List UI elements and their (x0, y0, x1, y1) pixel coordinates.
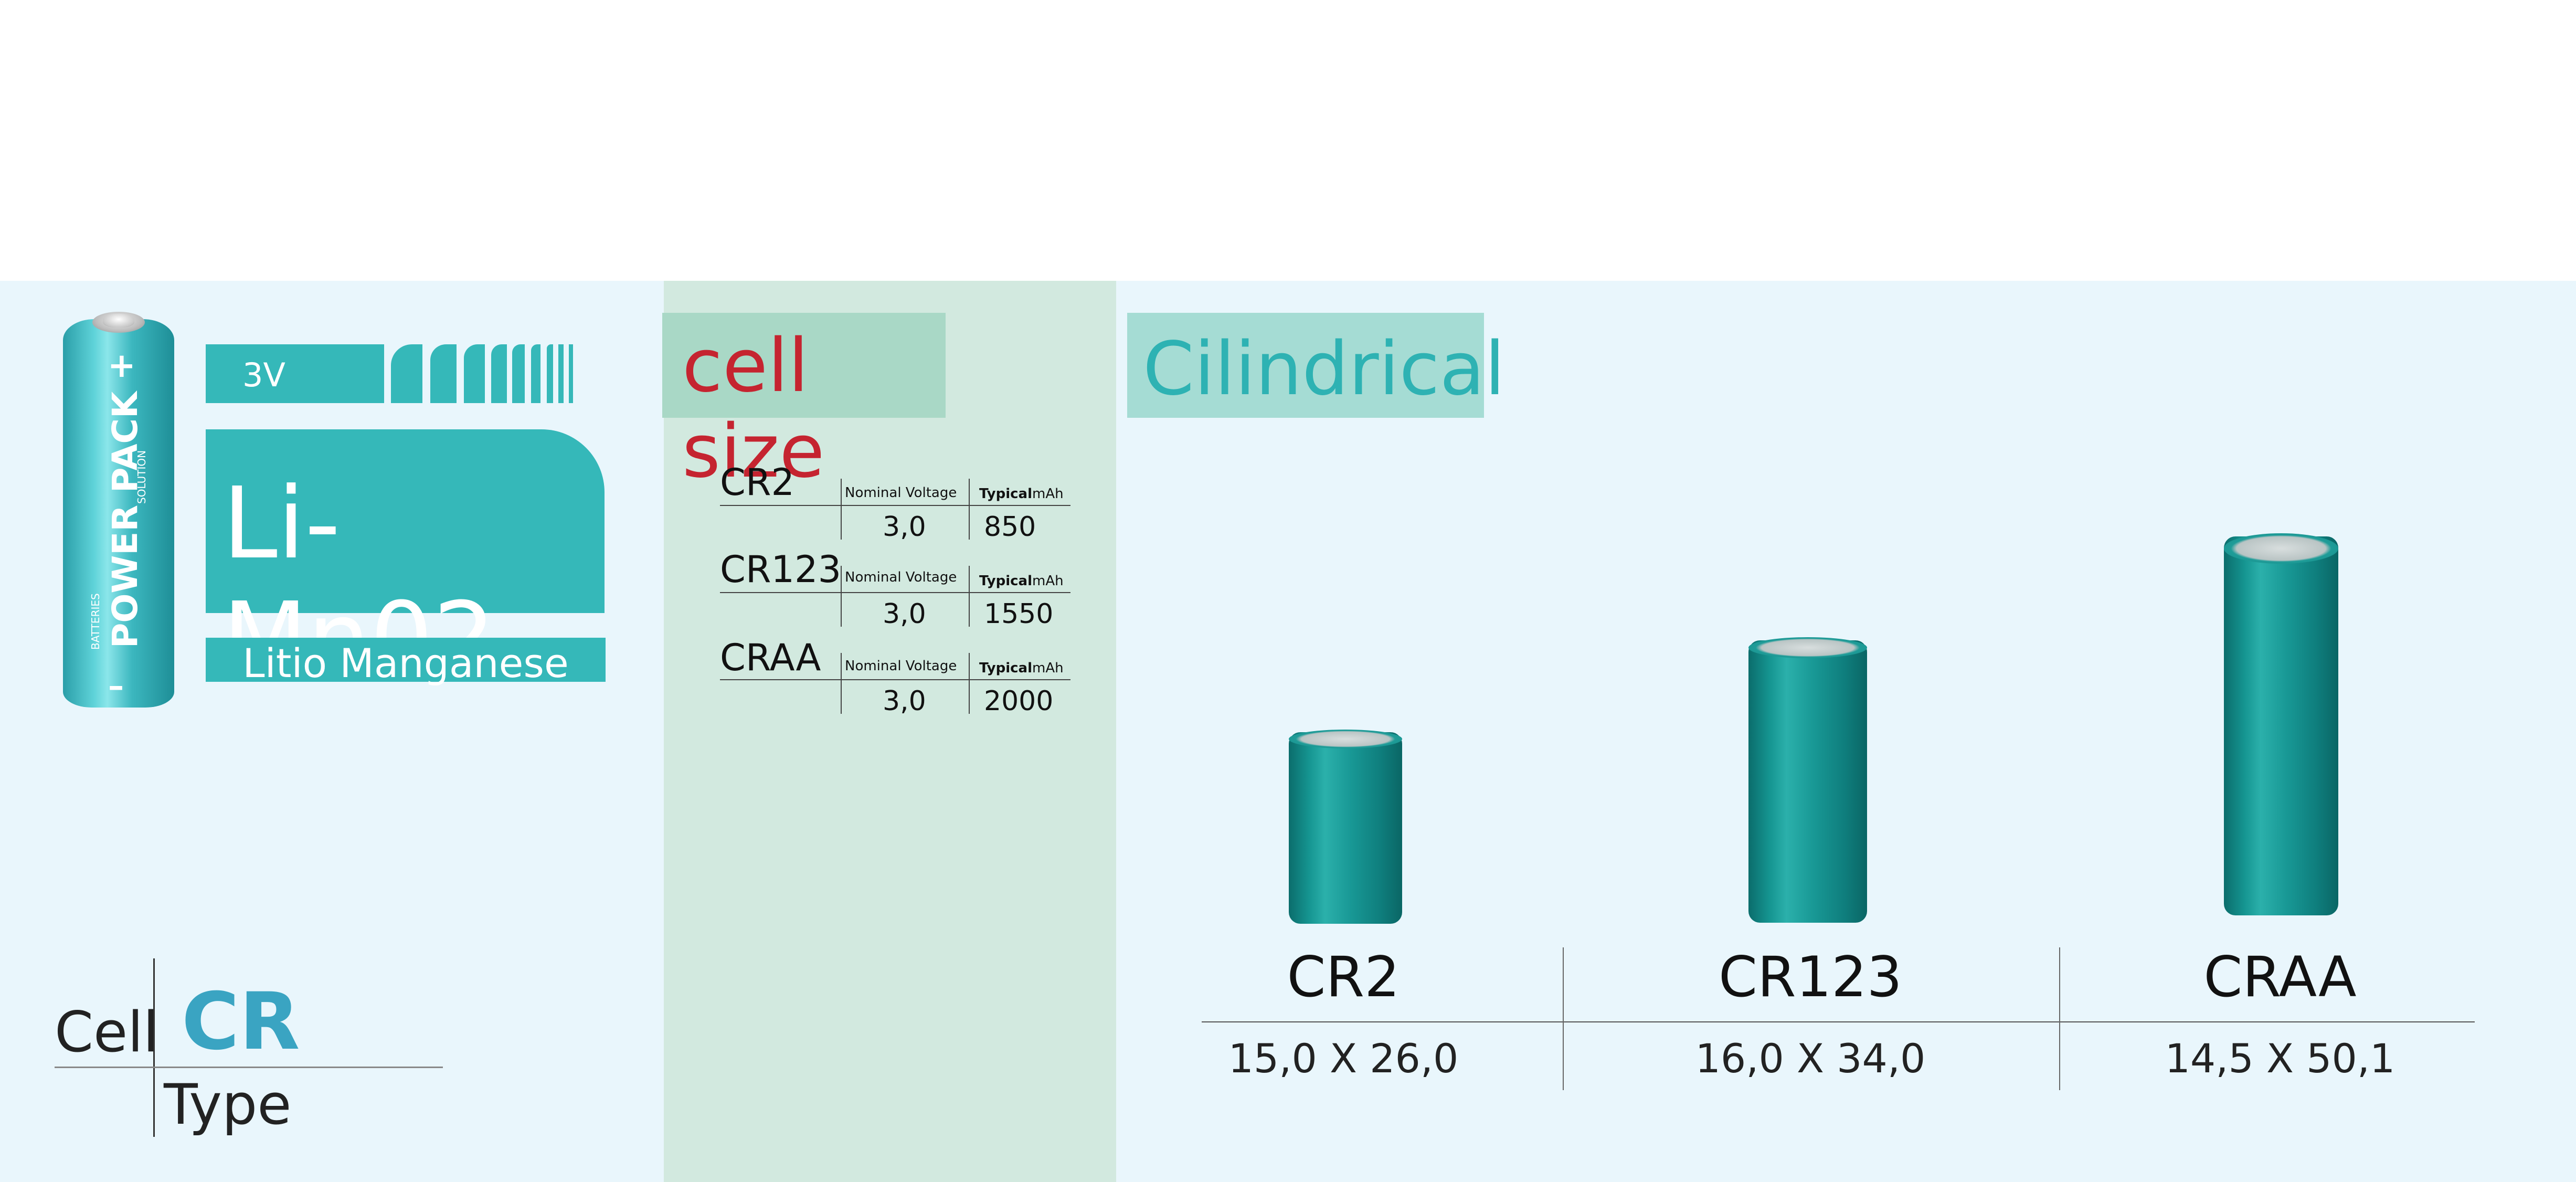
spec-col-divider (969, 479, 970, 540)
chemistry-name: Litio Manganese (242, 640, 569, 687)
spec-col-voltage: Nominal Voltage (845, 658, 957, 674)
cylinder-dimensions: 16,0 X 34,0 (1695, 1035, 1926, 1082)
spec-row-name: CR2 (720, 461, 795, 504)
cylinder-name: CR2 (1287, 945, 1400, 1009)
battery-minus-icon: – (108, 668, 124, 704)
spec-row-divider (720, 679, 1070, 680)
stripe-2 (430, 344, 457, 403)
spec-col-voltage: Nominal Voltage (845, 485, 957, 501)
battery-brand-small-left: BATTERIES (89, 593, 102, 650)
cylindrical-title: Cilindrical (1143, 326, 1506, 412)
cylinder-table-divider (1202, 1021, 2475, 1022)
stripe-1 (391, 344, 422, 403)
chemistry-block: Li-Mn02 (206, 429, 605, 696)
spec-col-typical-bold: Typical (979, 573, 1032, 589)
cell-size-title: cell size (682, 323, 825, 494)
voltage-block: 3V (206, 344, 384, 403)
spec-col-voltage: Nominal Voltage (845, 569, 957, 585)
cylinder-cr2 (1289, 732, 1402, 924)
voltage-label: 3V (242, 356, 285, 394)
spec-col-divider (969, 566, 970, 627)
cell-size-header: cell size (662, 313, 946, 494)
cylinder-dimensions: 14,5 X 50,1 (2165, 1035, 2395, 1082)
spec-col-typical-unit: mAh (1032, 573, 1064, 589)
spec-row-voltage: 3,0 (883, 598, 926, 630)
spec-row-name: CR123 (720, 548, 842, 591)
spec-row-capacity: 1550 (984, 598, 1054, 630)
spec-col-typical: TypicalmAh (979, 486, 1064, 502)
stripe-4 (491, 344, 507, 403)
spec-row-capacity: 2000 (984, 685, 1054, 717)
cylinder-cr2-top (1289, 730, 1402, 748)
chemistry-name-block: Litio Manganese (206, 638, 606, 687)
spec-col-divider (841, 653, 842, 714)
cylinder-name: CR123 (1719, 945, 1902, 1009)
stripe-6 (531, 344, 540, 403)
battery-plus-icon: + (108, 346, 136, 385)
spec-col-typical-bold: Typical (979, 660, 1032, 676)
spec-row-voltage: 3,0 (883, 685, 926, 717)
battery-brand: POWER PACK (105, 391, 145, 648)
stripe-8 (558, 344, 564, 403)
cylinder-cr123 (1748, 640, 1867, 923)
cell-type-divider-horizontal (55, 1067, 443, 1068)
spec-col-divider (969, 653, 970, 714)
spec-row-name: CRAA (720, 636, 821, 679)
stripe-9 (569, 344, 573, 403)
spec-col-typical-bold: Typical (979, 486, 1032, 502)
type-label: Type (164, 1072, 292, 1137)
cylinder-dimensions: 15,0 X 26,0 (1228, 1035, 1459, 1082)
cell-label: Cell (55, 1000, 159, 1064)
cylinder-cr123-top (1748, 637, 1867, 658)
spec-row-voltage: 3,0 (883, 511, 926, 543)
spec-row-capacity: 850 (984, 511, 1036, 543)
cylinder-craa (2224, 536, 2338, 915)
spec-col-typical: TypicalmAh (979, 660, 1064, 676)
cylindrical-header: Cilindrical (1127, 313, 1505, 418)
spec-col-divider (841, 479, 842, 540)
spec-col-divider (841, 566, 842, 627)
spec-col-typical-unit: mAh (1032, 660, 1064, 676)
stripe-3 (464, 344, 485, 403)
battery-brand-small-right: SOLUTION (135, 450, 148, 504)
cell-type-code: CR (182, 976, 300, 1068)
spec-col-typical: TypicalmAh (979, 573, 1064, 589)
spec-row-divider (720, 592, 1070, 593)
stripe-5 (512, 344, 525, 403)
spec-row-divider (720, 505, 1070, 506)
battery-illustration (63, 319, 174, 708)
cell-type-divider-vertical (153, 958, 155, 1137)
battery-terminal-highlight (103, 314, 134, 328)
cylinder-craa-top (2224, 533, 2338, 564)
cylinder-name: CRAA (2203, 945, 2357, 1009)
spec-col-typical-unit: mAh (1032, 486, 1064, 502)
cylinder-col-divider (1563, 947, 1564, 1090)
cell-size-panel (664, 281, 1116, 1182)
stripe-7 (547, 344, 553, 403)
cylinder-col-divider (2059, 947, 2060, 1090)
